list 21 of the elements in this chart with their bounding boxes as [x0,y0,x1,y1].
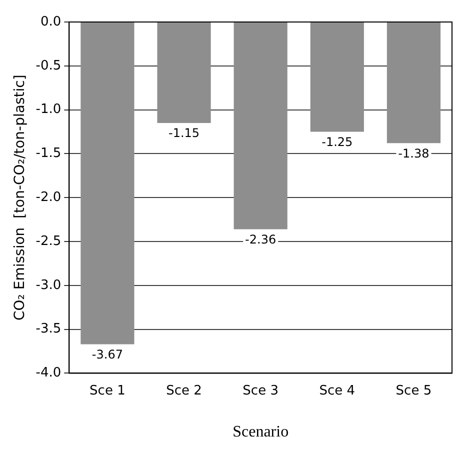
y-tick-label: -1.0 [36,102,62,118]
y-tick-label: -4.0 [36,366,62,381]
data-label: -1.25 [322,134,353,149]
x-tick-label: Sce 4 [319,383,356,398]
y-axis-title: CO₂ Emission [ton-CO₂/ton-plastic] [12,74,28,320]
x-tick-label: Sce 5 [396,383,432,398]
y-tick-label: -2.0 [36,190,62,205]
data-label: -1.38 [398,146,430,160]
y-tick-label: -3.0 [36,278,62,293]
data-label: -3.67 [92,347,123,362]
data-label: -2.36 [245,232,276,246]
data-label: -1.15 [168,126,200,140]
x-tick-label: Sce 3 [242,383,278,398]
x-tick-label: Sce 1 [90,383,126,398]
y-tick-label: -0.5 [36,58,62,74]
y-tick-label: 0.0 [40,14,62,30]
y-tick-label: -2.5 [36,234,62,249]
x-axis-title: Scenario [232,424,289,441]
y-tick-label: -1.5 [36,146,62,162]
x-tick-label: Sce 2 [166,383,202,398]
y-tick-label: -3.5 [36,322,62,337]
